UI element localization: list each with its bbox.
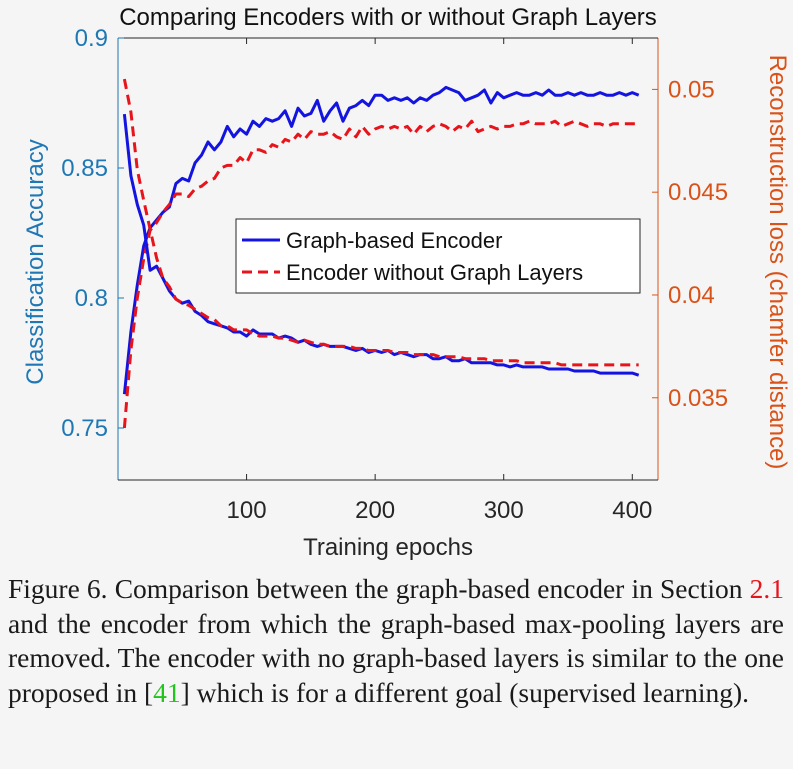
figure-caption: Figure 6. Comparison between the graph-b… (8, 572, 784, 710)
ticks-layer: 100 200 300 400 0.75 0.8 0.85 0.9 0.035 0.04 0.045… (61, 25, 728, 524)
x-tick-label-1: 200 (355, 497, 395, 524)
series-layer (122, 78, 640, 429)
x-tick-label-3: 400 (612, 497, 652, 524)
y-right-tick-label-0: 0.035 (668, 385, 728, 412)
legend: Graph-based Encoder Encoder without Grap… (235, 218, 641, 294)
y-left-tick-label-1: 0.8 (75, 285, 108, 312)
y-left-tick-label-3: 0.9 (75, 25, 108, 52)
chart-title: Comparing Encoders with or without Graph… (119, 4, 657, 31)
y-left-axis-label: Classification Accuracy (22, 139, 49, 384)
y-left-tick-label-2: 0.85 (61, 155, 108, 182)
legend-label-graph: Graph-based Encoder (286, 228, 502, 253)
series-line-0-left (122, 85, 640, 395)
x-tick-label-2: 300 (484, 497, 524, 524)
y-right-axis-label: Reconstruction loss (chamfer distance) (764, 55, 791, 470)
y-right-tick-label-1: 0.04 (668, 282, 715, 309)
series-line-1-left (122, 119, 639, 429)
y-right-tick-label-3: 0.05 (668, 76, 715, 103)
dual-axis-line-chart: 100 200 300 400 0.75 0.8 0.85 0.9 0.035 0.04 0.045… (22, 4, 791, 560)
y-left-tick-label-0: 0.75 (61, 415, 108, 442)
series-line-2-right (122, 113, 640, 377)
caption-text-2: and the encoder from which the graph-bas… (8, 607, 784, 708)
x-axis-label: Training epochs (303, 534, 473, 560)
caption-text-1: Figure 6. Comparison between the graph-b… (8, 573, 750, 604)
x-tick-label-0: 100 (227, 497, 267, 524)
legend-box (235, 218, 641, 294)
legend-label-nograph: Encoder without Graph Layers (286, 260, 583, 285)
citation-ref-link[interactable]: 41 (153, 676, 181, 708)
section-ref-link[interactable]: 2.1 (749, 573, 784, 604)
y-right-tick-label-2: 0.045 (668, 179, 728, 206)
caption-text-3: ] which is for a different goal (supervi… (180, 676, 750, 708)
